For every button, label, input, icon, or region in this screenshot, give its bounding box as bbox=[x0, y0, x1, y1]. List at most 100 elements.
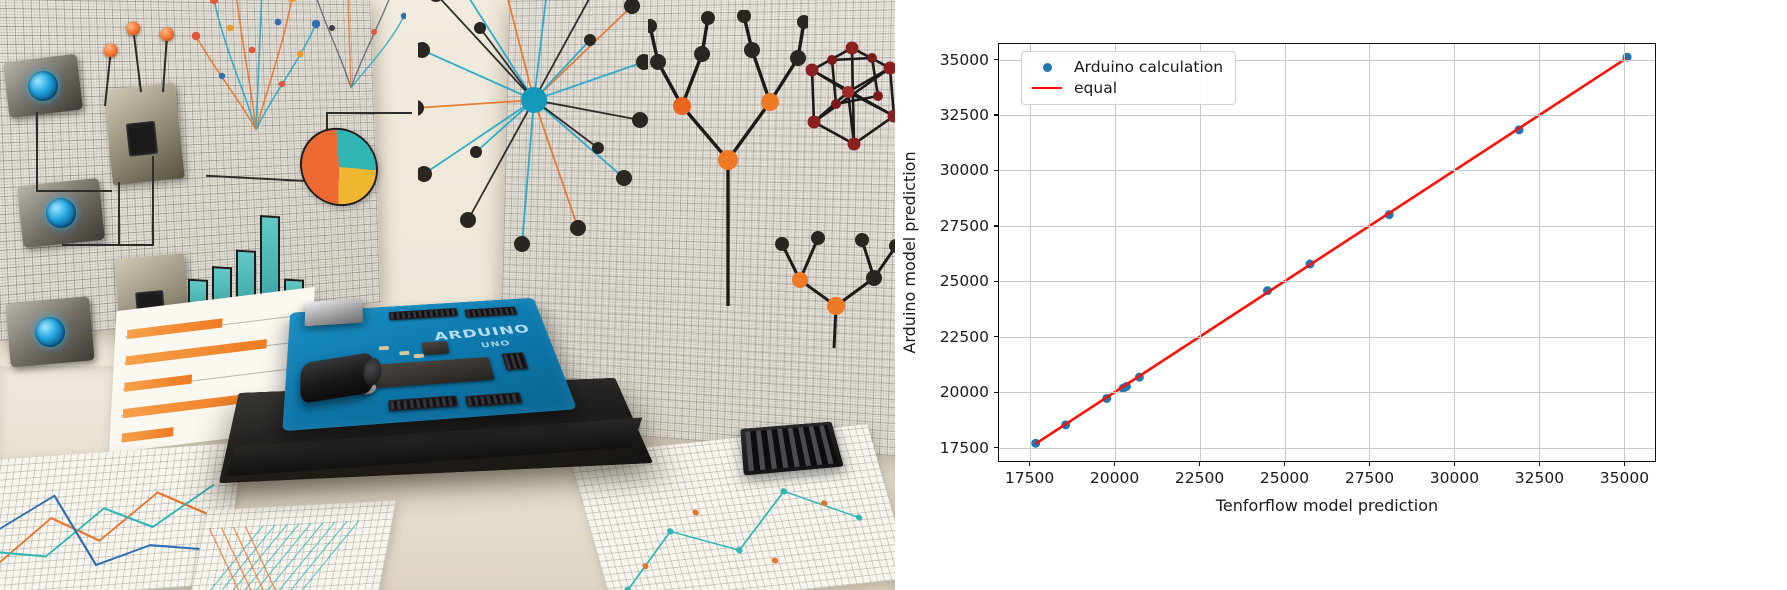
graph-paper-sheet bbox=[185, 500, 397, 590]
analog-pin-header bbox=[388, 395, 459, 412]
chip-die bbox=[125, 121, 158, 157]
pin-header-strip bbox=[740, 421, 844, 476]
y-tick-label: 20000 bbox=[939, 383, 989, 402]
scatter-plot-svg bbox=[624, 488, 863, 590]
fiber-burst-sculpture bbox=[186, 0, 326, 134]
y-tick bbox=[994, 58, 999, 61]
pcb-trace bbox=[152, 156, 154, 246]
smd-component bbox=[378, 345, 390, 351]
arduino-workbench-photo: ARDUINO UNO bbox=[0, 0, 895, 590]
x-gridline bbox=[1369, 44, 1371, 461]
lens-icon bbox=[26, 69, 60, 103]
lens-icon bbox=[33, 315, 67, 349]
x-tick bbox=[1028, 461, 1031, 466]
lens-icon bbox=[44, 196, 78, 230]
matplotlib-figure: Arduino calculation equal 17500 20000 2250… bbox=[895, 0, 1787, 590]
camera-sensor-module bbox=[2, 53, 84, 119]
y-tick-label: 22500 bbox=[939, 327, 989, 346]
x-tick-label: 32500 bbox=[1514, 469, 1565, 487]
plot-axes: Arduino calculation equal 17500 20000 2250… bbox=[940, 43, 1656, 487]
node-graph-svg bbox=[775, 231, 895, 349]
scatter-point bbox=[1384, 210, 1394, 220]
fiber-burst-svg bbox=[316, 0, 408, 89]
icsp-header bbox=[501, 352, 529, 371]
node-graph-sculpture bbox=[643, 9, 811, 310]
x-tick bbox=[1198, 461, 1201, 466]
y-gridline bbox=[999, 225, 1655, 227]
line-swatch-icon bbox=[1032, 81, 1062, 95]
power-pin-header bbox=[464, 392, 523, 408]
y-tick bbox=[994, 336, 999, 338]
molecule-svg bbox=[805, 41, 895, 151]
scatter-marker-icon bbox=[1032, 60, 1062, 74]
y-tick-label: 17500 bbox=[939, 438, 989, 457]
bar bbox=[125, 339, 267, 366]
prediction-parity-chart: Arduino calculation equal 17500 20000 2250… bbox=[895, 0, 1787, 590]
x-tick bbox=[1368, 461, 1371, 466]
microcontroller-module bbox=[103, 82, 185, 186]
mesh-plot-svg bbox=[192, 520, 360, 590]
y-gridline bbox=[999, 281, 1655, 283]
graph-paper-sheet bbox=[0, 442, 244, 590]
y-gridline bbox=[999, 170, 1655, 172]
node-graph-svg bbox=[643, 9, 811, 306]
x-tick-label: 27500 bbox=[1344, 469, 1395, 487]
x-tick-label: 30000 bbox=[1429, 469, 1480, 487]
pcb-trace bbox=[36, 112, 38, 190]
usb-connector bbox=[304, 298, 364, 327]
pcb-trace bbox=[118, 182, 120, 244]
main-mcu-ic bbox=[372, 357, 495, 389]
y-gridline bbox=[999, 392, 1655, 394]
y-tick bbox=[994, 280, 999, 283]
board-silkscreen-logo: ARDUINO bbox=[432, 322, 533, 344]
node-graph-sculpture bbox=[770, 222, 895, 352]
x-tick-label: 20000 bbox=[1089, 469, 1140, 487]
bar bbox=[122, 394, 243, 419]
graph-paper-sheet bbox=[568, 424, 895, 590]
x-gridline bbox=[1539, 44, 1541, 461]
y-gridline bbox=[999, 336, 1655, 338]
y-gridline bbox=[999, 447, 1655, 449]
legend-entry-line[interactable]: equal bbox=[1032, 79, 1223, 97]
x-tick bbox=[1453, 461, 1456, 466]
scatter-point bbox=[1514, 125, 1524, 135]
y-gridline bbox=[999, 59, 1655, 61]
camera-sensor-module bbox=[5, 296, 95, 368]
y-tick bbox=[994, 446, 999, 449]
y-tick-label: 27500 bbox=[939, 216, 989, 235]
x-tick-label: 35000 bbox=[1599, 469, 1650, 487]
y-tick bbox=[994, 169, 999, 172]
legend-label-line: equal bbox=[1074, 79, 1118, 97]
legend-label-scatter: Arduino calculation bbox=[1074, 58, 1224, 76]
x-gridline bbox=[1029, 44, 1031, 461]
legend-entry-scatter[interactable]: Arduino calculation bbox=[1032, 58, 1223, 76]
pcb-trace bbox=[62, 244, 152, 246]
smd-component bbox=[413, 353, 425, 359]
y-axis-title: Arduino model prediction bbox=[900, 151, 919, 354]
y-tick bbox=[994, 391, 999, 393]
x-gridline bbox=[1284, 44, 1286, 461]
camera-sensor-module bbox=[16, 177, 106, 249]
x-gridline bbox=[1199, 44, 1201, 461]
x-gridline bbox=[1454, 44, 1456, 461]
chart-legend[interactable]: Arduino calculation equal bbox=[1021, 51, 1237, 105]
radial-fiber-svg bbox=[408, 0, 652, 252]
y-tick-label: 25000 bbox=[939, 272, 989, 291]
bar bbox=[126, 318, 223, 340]
y-tick bbox=[994, 114, 999, 116]
x-tick-label: 22500 bbox=[1174, 469, 1225, 487]
x-tick bbox=[1283, 461, 1286, 466]
x-gridline bbox=[1624, 44, 1626, 461]
smd-ic bbox=[421, 340, 450, 355]
pcb-trace bbox=[36, 190, 112, 192]
x-tick bbox=[1113, 461, 1116, 466]
board-silkscreen-model: UNO bbox=[479, 338, 512, 350]
y-tick bbox=[994, 225, 999, 227]
pin-header-pins bbox=[745, 425, 838, 472]
x-tick-label: 25000 bbox=[1259, 469, 1310, 487]
x-tick bbox=[1623, 461, 1626, 466]
x-gridline bbox=[1114, 44, 1116, 461]
y-tick-label: 30000 bbox=[939, 161, 989, 180]
x-tick-label: 17500 bbox=[1004, 469, 1055, 487]
